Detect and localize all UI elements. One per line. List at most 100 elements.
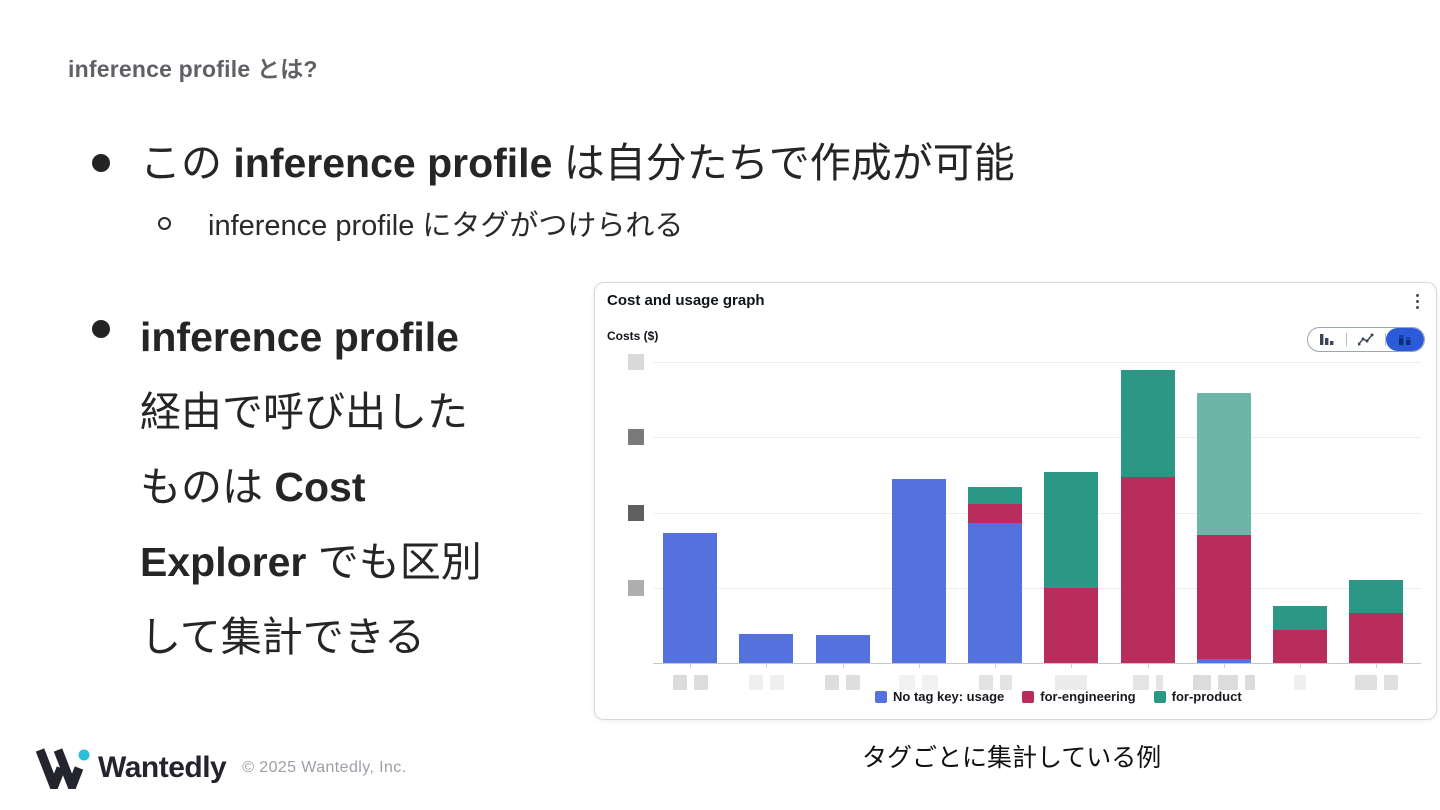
line-chart-toggle-button[interactable] — [1347, 328, 1385, 351]
footer: Wantedly © 2025 Wantedly, Inc. — [36, 746, 407, 790]
text-run: して集計できる — [140, 614, 425, 660]
wantedly-wordmark: Wantedly — [98, 751, 227, 784]
bar-segment-for-engineering[interactable] — [1120, 477, 1175, 663]
x-axis-tick — [842, 664, 844, 668]
legend-swatch — [875, 690, 887, 703]
bullet-dot — [92, 320, 110, 338]
redacted-x-tick-label — [1155, 675, 1163, 690]
redacted-x-tick-label — [1354, 675, 1377, 690]
y-axis-label: Costs ($) — [607, 329, 659, 343]
bar-segment-for-engineering[interactable] — [1196, 535, 1251, 660]
bar-chart-icon — [1320, 334, 1334, 345]
redacted-x-tick-label — [1383, 675, 1398, 690]
bar-segment-for-product[interactable] — [1196, 392, 1251, 536]
legend-label: for-engineering — [1040, 689, 1136, 704]
line-chart-icon — [1358, 333, 1374, 346]
bar-segment-no-tag-key-usage[interactable] — [663, 532, 717, 663]
text-run: ものは — [140, 464, 275, 510]
redacted-x-tick-label — [1055, 675, 1088, 690]
text-run: inference profile — [233, 140, 553, 186]
bar-segment-no-tag-key-usage[interactable] — [1196, 659, 1251, 663]
redacted-x-tick-label — [748, 675, 763, 690]
chart-caption: タグごとに集計している例 — [862, 744, 1162, 772]
bar-segment-for-product[interactable] — [1273, 605, 1327, 630]
x-axis-tick — [1147, 664, 1149, 668]
bullet-dot — [92, 154, 110, 172]
bullet2-line: 経由で呼び出した — [140, 375, 482, 450]
redacted-x-tick-label — [999, 675, 1012, 690]
x-axis-tick — [918, 664, 920, 668]
gridline — [653, 437, 1421, 439]
gridline — [653, 587, 1421, 589]
redacted-x-tick-label — [1294, 675, 1306, 690]
redacted-y-tick-label — [628, 504, 644, 521]
bar-segment-no-tag-key-usage[interactable] — [891, 478, 946, 663]
bullet2-line: ものは Cost — [140, 450, 482, 525]
chart-title: Cost and usage graph — [607, 292, 765, 309]
bullet2-text: inference profile 経由で呼び出した ものは Cost Explore… — [140, 300, 482, 675]
slide-header: inference profile とは? — [68, 56, 318, 82]
gridline — [653, 362, 1421, 363]
toggle-divider — [1346, 333, 1347, 346]
bar-segment-for-product[interactable] — [968, 486, 1022, 505]
bullet2-line: Explorer でも区別 — [140, 525, 482, 600]
x-axis-tick — [1071, 664, 1073, 668]
x-axis-tick — [766, 664, 768, 668]
text-run: Explorer — [140, 539, 307, 585]
text-run: この — [140, 140, 234, 186]
bar-segment-for-product[interactable] — [1120, 370, 1175, 478]
bar-segment-no-tag-key-usage[interactable] — [739, 633, 794, 663]
kebab-menu-icon[interactable] — [1409, 290, 1425, 312]
gridline — [653, 512, 1421, 514]
bullet1-text: この inference profile は自分たちで作成が可能 — [140, 134, 1015, 192]
wantedly-logo-icon — [36, 748, 90, 789]
legend-item[interactable]: for-engineering — [1022, 689, 1136, 704]
bar-segment-for-product[interactable] — [1044, 471, 1099, 588]
text-run: Cost — [274, 464, 366, 510]
legend-label: for-product — [1171, 689, 1242, 704]
copyright-text: © 2025 Wantedly, Inc. — [242, 759, 407, 776]
chart-type-toggle — [1307, 327, 1425, 352]
bar-segment-for-engineering[interactable] — [968, 504, 1022, 524]
bar-chart-toggle-button[interactable] — [1308, 328, 1346, 351]
text-run: でも区別 — [306, 539, 482, 585]
bar-segment-no-tag-key-usage[interactable] — [815, 635, 870, 663]
legend-label: No tag key: usage — [893, 689, 1005, 704]
stacked-bar-chart-toggle-button-selected[interactable] — [1386, 328, 1424, 351]
redacted-x-tick-label — [1192, 675, 1211, 690]
redacted-x-tick-label — [1217, 675, 1238, 690]
bullet2-line: inference profile — [140, 300, 482, 375]
stacked-bar-chart-icon — [1399, 335, 1411, 345]
legend-swatch — [1022, 690, 1035, 703]
x-axis-tick — [995, 664, 996, 668]
redacted-x-tick-label — [672, 675, 687, 690]
redacted-x-tick-label — [846, 675, 860, 690]
sub-bullet-circle — [158, 217, 171, 230]
redacted-y-tick-label — [628, 579, 644, 596]
legend-item[interactable]: No tag key: usage — [875, 689, 1004, 704]
redacted-x-tick-label — [769, 675, 784, 690]
legend-swatch — [1153, 690, 1166, 703]
sub-bullet-text: inference profile にタグがつけられる — [208, 210, 684, 242]
redacted-x-tick-label — [825, 675, 839, 690]
redacted-x-tick-label — [693, 675, 708, 690]
bar-segment-for-engineering[interactable] — [1273, 629, 1327, 663]
bullet2-line: して集計できる — [140, 600, 482, 675]
redacted-x-tick-label — [922, 675, 939, 690]
bar-segment-for-engineering[interactable] — [1044, 587, 1099, 663]
toggle-divider — [1385, 333, 1386, 346]
redacted-x-tick-label — [899, 675, 916, 690]
chart-plot-area — [628, 283, 1421, 663]
bar-segment-for-product[interactable] — [1349, 580, 1404, 614]
x-axis-tick — [1376, 664, 1378, 668]
chart-legend: No tag key: usage for-engineering for-prod… — [875, 689, 1242, 704]
redacted-x-tick-label — [1132, 675, 1149, 690]
legend-item[interactable]: for-product — [1153, 689, 1242, 704]
redacted-y-tick-label — [628, 429, 644, 446]
bar-segment-for-engineering[interactable] — [1349, 613, 1404, 663]
x-axis-tick — [1223, 664, 1225, 668]
bar-segment-no-tag-key-usage[interactable] — [968, 523, 1022, 663]
x-axis-line — [653, 663, 1421, 664]
text-run: は自分たちで作成が可能 — [552, 140, 1015, 186]
